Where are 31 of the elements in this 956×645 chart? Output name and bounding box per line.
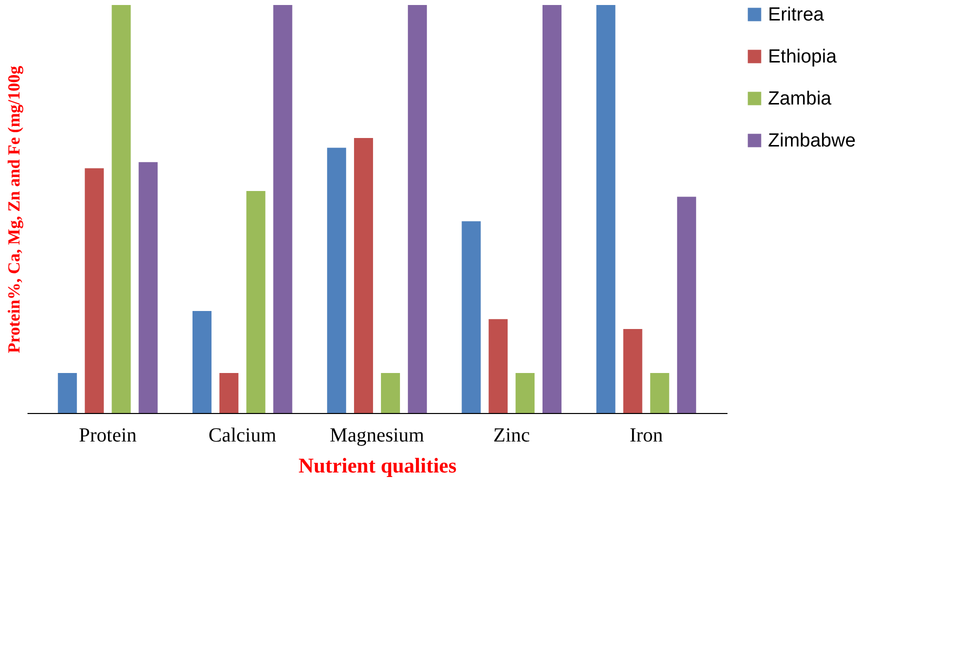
legend-label: Zimbabwe [768, 130, 856, 152]
bar [596, 5, 616, 413]
bar [58, 373, 77, 413]
x-axis-title: Nutrient qualities [298, 454, 457, 478]
bar [138, 162, 158, 413]
y-axis-title: Protein%, Ca, Mg, Zn and Fe (mg/100g [4, 65, 24, 354]
bar [84, 168, 104, 413]
legend-label: Eritrea [768, 4, 824, 26]
bar [408, 5, 427, 413]
bar [677, 196, 696, 413]
legend-label: Zambia [768, 88, 832, 110]
bar [273, 5, 292, 413]
x-tick-label: Calcium [208, 424, 277, 446]
bar [516, 373, 535, 413]
bar [488, 319, 508, 413]
legend-label: Ethiopia [768, 46, 838, 68]
x-tick-label: Iron [630, 424, 663, 446]
bar [246, 191, 266, 413]
bar [623, 328, 642, 413]
bar [327, 148, 346, 413]
bar [650, 373, 670, 413]
x-tick-label: Magnesium [330, 424, 425, 446]
bar [354, 138, 374, 413]
bar [112, 5, 131, 413]
bar [462, 221, 481, 413]
bar [219, 373, 238, 413]
bar [380, 373, 400, 413]
bar [192, 311, 212, 413]
x-tick-label: Zinc [493, 424, 530, 446]
x-tick-label: Protein [78, 424, 137, 446]
bar [542, 5, 562, 413]
